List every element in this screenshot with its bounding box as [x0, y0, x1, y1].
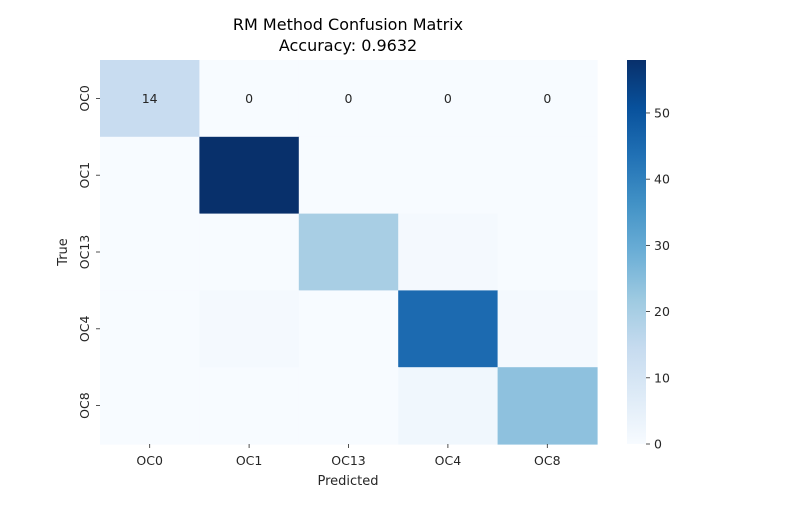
y-tick-label: OC0	[77, 85, 92, 112]
x-tick-label: OC1	[236, 453, 263, 468]
cell-annotation: 0	[245, 91, 253, 106]
heatmap-cell	[199, 60, 300, 138]
heatmap-cell	[398, 136, 499, 215]
heatmap-annotations: 14 0 0 0 0	[142, 91, 552, 106]
heatmap-cell	[398, 290, 499, 368]
colorbar-tick-label: 10	[654, 370, 670, 385]
heatmap-cell	[100, 136, 200, 215]
heatmap-cell	[497, 213, 598, 291]
cell-annotation: 0	[543, 91, 551, 106]
heatmap-cell	[199, 290, 300, 368]
colorbar-ticks: 0 10 20 30 40 50	[646, 105, 670, 452]
heatmap-cell	[398, 60, 499, 138]
heatmap-cell	[199, 367, 300, 445]
colorbar-tick-label: 20	[654, 304, 670, 319]
y-tick-label: OC8	[77, 392, 92, 419]
colorbar-tick-label: 40	[654, 172, 670, 187]
heatmap-cell	[100, 213, 200, 291]
colorbar-tick-label: 30	[654, 238, 670, 253]
heatmap-cell	[497, 290, 598, 368]
cell-annotation: 0	[444, 91, 452, 106]
heatmap-cell	[298, 290, 399, 368]
chart-title: RM Method Confusion Matrix	[233, 15, 463, 34]
y-axis-ticks: OC0 OC1 OC13 OC4 OC8	[77, 85, 100, 419]
heatmap-cell	[298, 367, 399, 445]
chart-subtitle: Accuracy: 0.9632	[279, 36, 417, 55]
heatmap-cell	[497, 367, 598, 445]
y-tick-label: OC1	[77, 162, 92, 189]
heatmap-cells	[100, 60, 598, 445]
x-tick-label: OC0	[136, 453, 163, 468]
x-axis-ticks: OC0 OC1 OC13 OC4 OC8	[136, 444, 561, 468]
x-tick-label: OC8	[534, 453, 561, 468]
heatmap-cell	[199, 136, 300, 215]
x-tick-label: OC13	[331, 453, 365, 468]
cell-annotation: 14	[142, 91, 158, 106]
heatmap-cell	[100, 60, 200, 138]
heatmap-cell	[298, 136, 399, 215]
x-axis-label: Predicted	[317, 474, 378, 489]
colorbar	[627, 60, 646, 444]
y-tick-label: OC4	[77, 315, 92, 342]
heatmap-cell	[398, 213, 499, 291]
colorbar-tick-label: 0	[654, 437, 662, 452]
x-tick-label: OC4	[435, 453, 462, 468]
heatmap-cell	[298, 60, 399, 138]
heatmap-cell	[199, 213, 300, 291]
heatmap-cell	[100, 367, 200, 445]
y-axis-label: True	[56, 238, 71, 267]
y-tick-label: OC13	[77, 235, 92, 269]
heatmap-cell	[497, 136, 598, 215]
heatmap-cell	[497, 60, 598, 138]
heatmap-cell	[298, 213, 399, 291]
cell-annotation: 0	[345, 91, 353, 106]
colorbar-tick-label: 50	[654, 105, 670, 120]
heatmap-cell	[398, 367, 499, 445]
heatmap-cell	[100, 290, 200, 368]
